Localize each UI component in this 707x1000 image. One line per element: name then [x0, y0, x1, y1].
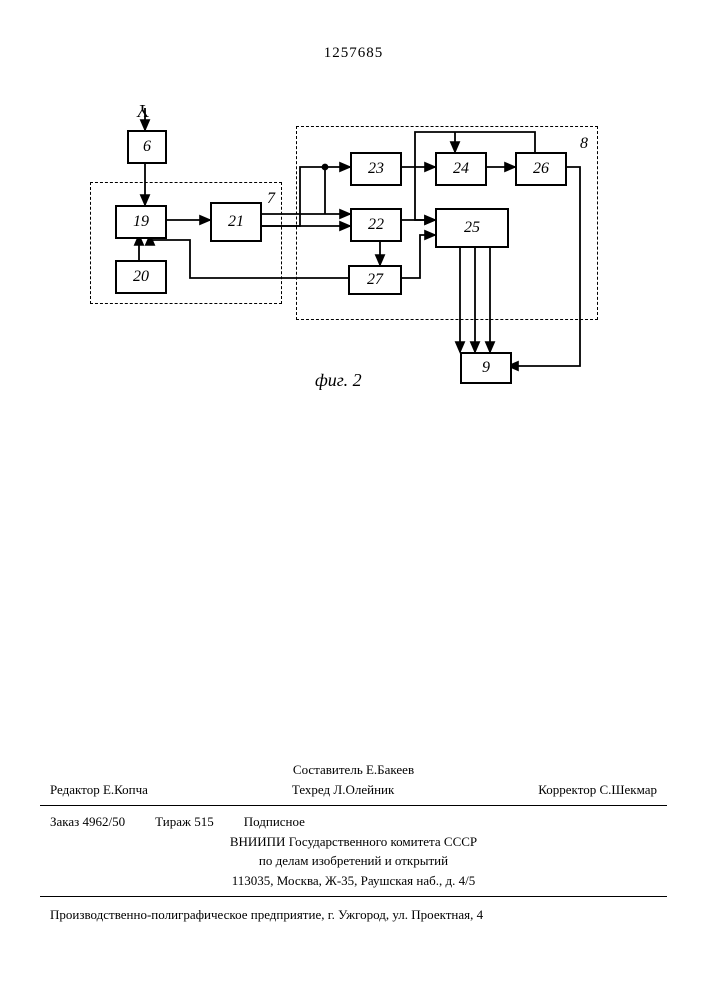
editor-credit: Редактор Е.Копча [50, 780, 148, 800]
figure-label: фиг. 2 [315, 370, 362, 391]
corrector-credit: Корректор С.Шекмар [538, 780, 657, 800]
order-line: Заказ 4962/50 Тираж 515 Подписное [40, 812, 667, 832]
group-label-8: 8 [580, 135, 588, 153]
group-7 [90, 182, 282, 304]
tech-editor-credit: Техред Л.Олейник [292, 780, 394, 800]
divider-2 [40, 896, 667, 897]
organization-block: ВНИИПИ Государственного комитета СССР по… [40, 832, 667, 891]
order-number: Заказ 4962/50 [50, 812, 125, 832]
antenna-symbol: Y [136, 100, 149, 121]
org-line-1: ВНИИПИ Государственного комитета СССР [40, 832, 667, 852]
block-9: 9 [460, 352, 512, 384]
printer-line: Производственно-полиграфическое предприя… [40, 905, 667, 925]
compiler-line: Составитель Е.Бакеев [40, 760, 667, 780]
colophon: Составитель Е.Бакеев Редактор Е.Копча Те… [40, 760, 667, 925]
circulation: Тираж 515 [155, 812, 214, 832]
group-label-7: 7 [267, 190, 275, 208]
subscription: Подписное [244, 812, 305, 832]
page-number: 1257685 [0, 45, 707, 62]
block-6: 6 [127, 130, 167, 164]
org-line-2: по делам изобретений и открытий [40, 851, 667, 871]
block-diagram: Y 61920212223242526279 78 фиг. 2 [60, 100, 620, 430]
credits-line: Редактор Е.Копча Техред Л.Олейник Коррек… [40, 780, 667, 800]
org-address: 113035, Москва, Ж-35, Раушская наб., д. … [40, 871, 667, 891]
group-8 [296, 126, 598, 320]
divider-1 [40, 805, 667, 806]
